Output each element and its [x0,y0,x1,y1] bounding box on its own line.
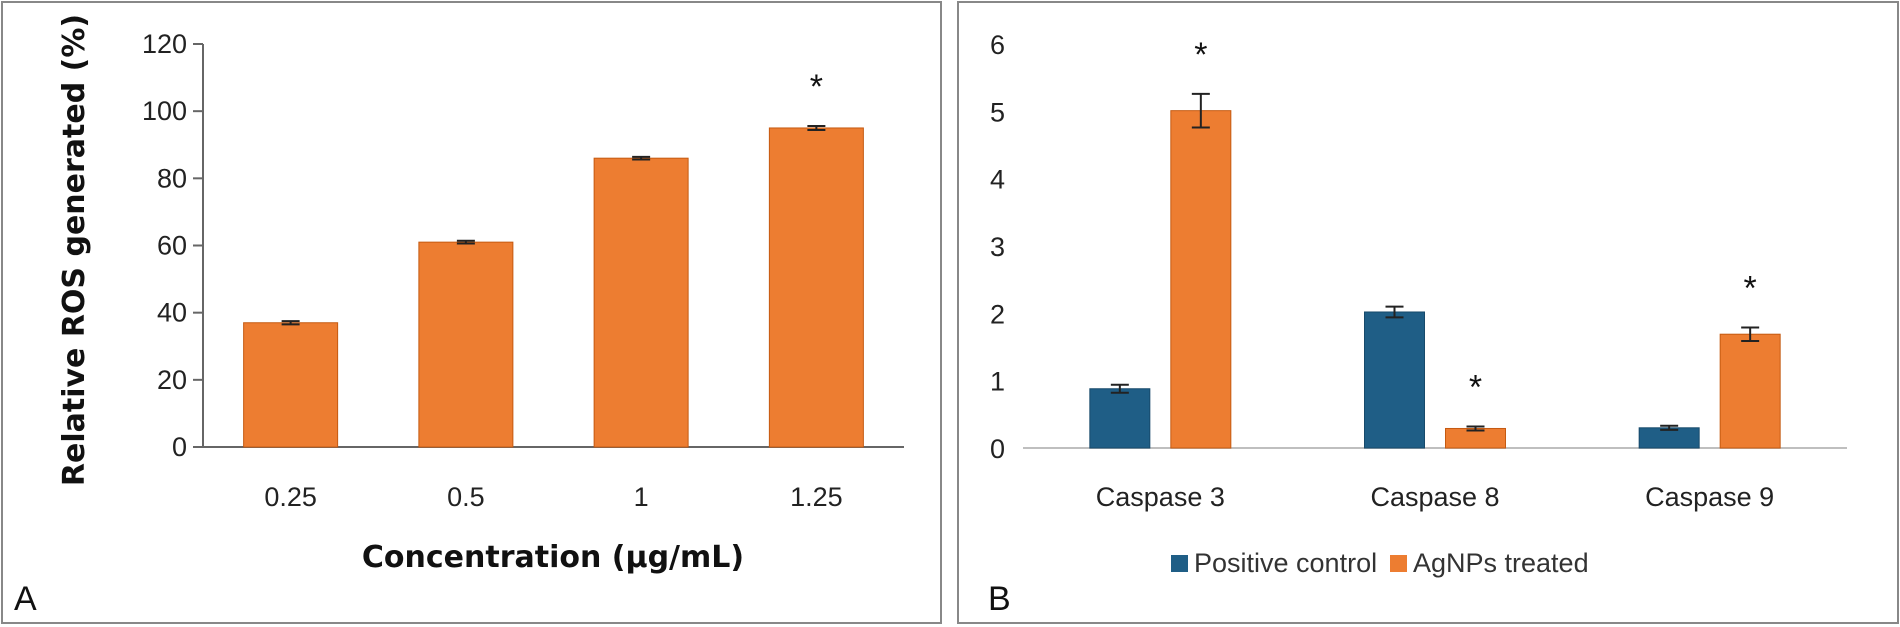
panel-a-bar [418,241,514,448]
panel-b-legend-label: Positive control [1194,548,1377,578]
panel-a-x-axis-title: Concentration (µg/mL) [362,540,744,575]
panel-a-y-tick-label: 120 [142,29,187,59]
panel-a-y-tick-label: 0 [172,432,187,462]
panel-b-x-tick-label: Caspase 3 [1096,482,1225,512]
panel-a-y-axis-title: Relative ROS generated (%) [57,14,92,486]
panel-b-y-tick-label: 2 [990,299,1005,329]
panel-a-bar [593,157,689,448]
panel-b-label: B [988,580,1011,618]
panel-a-x-tick-label: 1 [634,482,649,512]
panel-b-bar-agnps-treated [1719,333,1781,449]
panel-b-x-tick-label: Caspase 8 [1370,482,1499,512]
panel-a-significance-marker: * [810,68,823,106]
panel-b-y-tick-label: 5 [990,97,1005,127]
panel-b-y-tick-label: 6 [990,30,1005,60]
panel-b-bar-agnps-treated [1170,110,1232,449]
panel-b-legend-swatch [1390,555,1407,572]
panel-b-frame [957,1,1899,624]
panel-a-x-tick-label: 0.25 [264,482,317,512]
panel-a-y-tick-label: 100 [142,96,187,126]
panel-b: 0 1 2 3 4 5 6 * Caspase 3 * Caspase 8 * Caspase 9 Pos… [990,30,1847,578]
panel-b-significance-marker: * [1744,269,1757,307]
panel-b-significance-marker: * [1469,368,1482,406]
panel-a-x-tick-label: 1.25 [790,482,843,512]
panel-b-bar-positive-control [1089,388,1151,449]
panel-b-y-tick-label: 3 [990,232,1005,262]
panel-b-y-tick-label: 0 [990,434,1005,464]
panel-b-legend-label: AgNPs treated [1413,548,1589,578]
panel-a-label: A [14,580,37,618]
panel-a-y-tick-label: 20 [157,365,187,395]
panel-a-x-tick-label: 0.5 [447,482,485,512]
panel-b-y-tick-label: 1 [990,367,1005,397]
panel-b-bar-positive-control [1364,311,1425,449]
panel-b-y-tick-label: 4 [990,165,1005,195]
panel-a-y-tick-label: 40 [157,298,187,328]
panel-a-bar [243,322,339,448]
panel-b-significance-marker: * [1194,36,1207,74]
panel-b-x-tick-label: Caspase 9 [1645,482,1774,512]
panel-a-y-tick-label: 60 [157,231,187,261]
panel-a-y-tick-label: 80 [157,163,187,193]
panel-b-legend-swatch [1171,555,1188,572]
panel-a: 0 20 40 60 80 100 120 0.25 0.5 1 * 1.25 Concentratio… [57,14,904,575]
panel-a-bar [768,127,864,448]
panel-b-bar-positive-control [1638,427,1700,449]
panel-b-legend: Positive control AgNPs treated [1171,548,1589,578]
